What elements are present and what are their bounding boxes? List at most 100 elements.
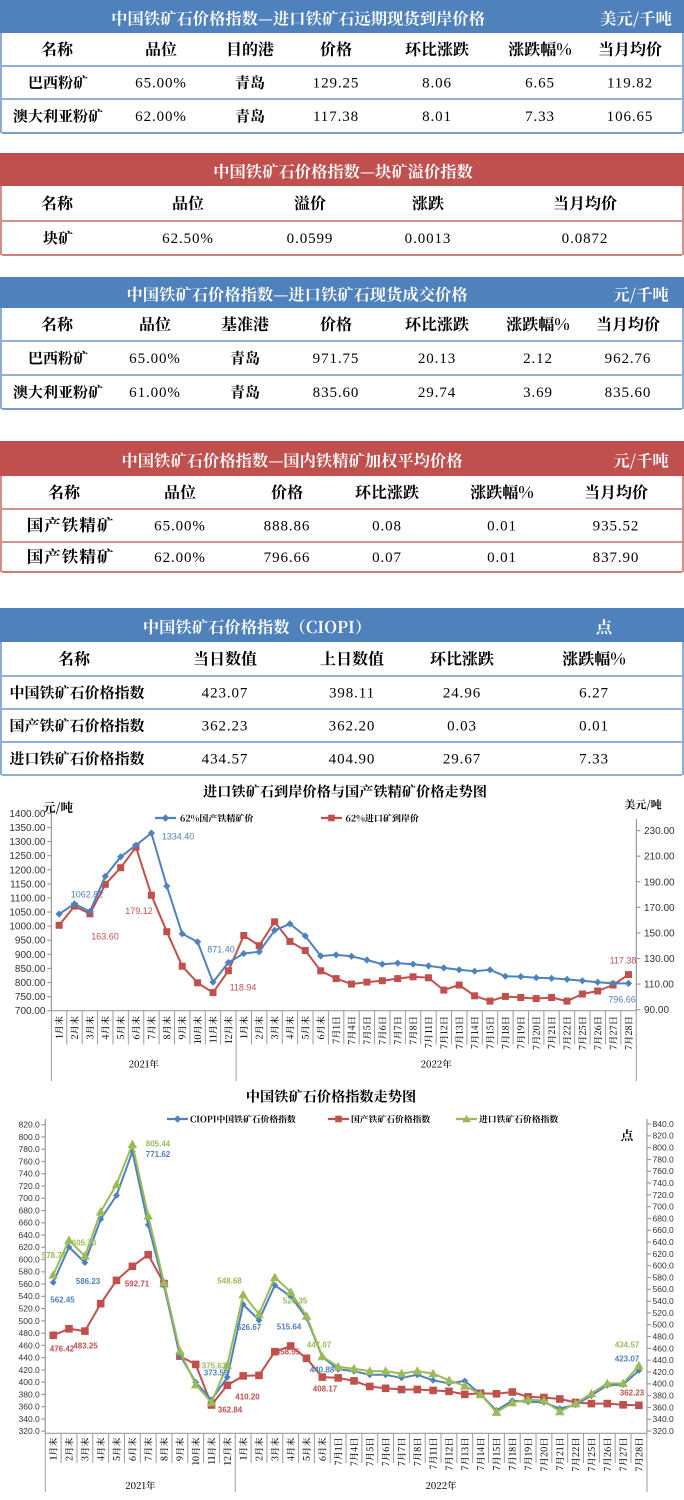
svg-text:760.0: 760.0 xyxy=(19,1156,41,1166)
svg-text:398.11: 398.11 xyxy=(329,686,375,702)
svg-text:62.00%: 62.00% xyxy=(135,109,187,125)
svg-text:600.0: 600.0 xyxy=(19,1254,41,1264)
svg-text:440.88: 440.88 xyxy=(310,1366,335,1375)
svg-text:3.69: 3.69 xyxy=(523,385,553,401)
svg-text:750.00: 750.00 xyxy=(15,992,46,1003)
svg-text:805.44: 805.44 xyxy=(146,1140,171,1149)
svg-text:29.67: 29.67 xyxy=(443,752,481,768)
svg-text:362.20: 362.20 xyxy=(329,719,376,735)
svg-text:380.0: 380.0 xyxy=(653,1391,675,1401)
svg-text:373.59: 373.59 xyxy=(204,1369,229,1378)
svg-text:179.12: 179.12 xyxy=(125,906,153,916)
svg-text:700.0: 700.0 xyxy=(19,1193,41,1203)
svg-text:835.60: 835.60 xyxy=(313,385,360,401)
svg-text:971.75: 971.75 xyxy=(313,351,360,367)
svg-text:8.06: 8.06 xyxy=(422,76,452,92)
svg-text:170.00: 170.00 xyxy=(644,903,675,914)
svg-text:190.00: 190.00 xyxy=(644,877,675,888)
svg-text:62.00%: 62.00% xyxy=(154,550,206,566)
svg-text:800.0: 800.0 xyxy=(653,1143,675,1153)
svg-text:837.90: 837.90 xyxy=(593,550,640,566)
svg-text:447.07: 447.07 xyxy=(307,1341,332,1350)
svg-text:7.33: 7.33 xyxy=(525,109,555,125)
svg-text:458.95: 458.95 xyxy=(276,1348,301,1357)
svg-text:65.00%: 65.00% xyxy=(135,76,187,92)
svg-text:840.0: 840.0 xyxy=(653,1119,675,1129)
svg-text:1200.00: 1200.00 xyxy=(9,865,46,876)
svg-text:110.00: 110.00 xyxy=(644,980,674,991)
svg-text:526.67: 526.67 xyxy=(237,1323,262,1332)
svg-text:6.27: 6.27 xyxy=(579,686,609,702)
svg-text:540.0: 540.0 xyxy=(19,1291,41,1301)
svg-text:871.40: 871.40 xyxy=(207,945,235,955)
svg-text:380.0: 380.0 xyxy=(19,1389,41,1399)
svg-text:962.76: 962.76 xyxy=(605,351,652,367)
svg-text:640.0: 640.0 xyxy=(19,1230,41,1240)
svg-text:935.52: 935.52 xyxy=(593,519,640,535)
svg-text:720.0: 720.0 xyxy=(653,1190,675,1200)
svg-text:1000.00: 1000.00 xyxy=(9,922,46,933)
svg-text:900.00: 900.00 xyxy=(15,950,46,961)
svg-text:560.0: 560.0 xyxy=(653,1284,675,1294)
svg-text:835.60: 835.60 xyxy=(605,385,652,401)
svg-text:580.0: 580.0 xyxy=(19,1267,41,1277)
svg-text:440.0: 440.0 xyxy=(19,1353,41,1363)
svg-text:0.08: 0.08 xyxy=(372,519,402,535)
svg-text:480.0: 480.0 xyxy=(19,1328,41,1338)
svg-text:106.65: 106.65 xyxy=(607,109,654,125)
svg-text:796.66: 796.66 xyxy=(608,995,636,1005)
svg-text:460.0: 460.0 xyxy=(19,1340,41,1350)
svg-text:400.0: 400.0 xyxy=(19,1377,41,1387)
svg-text:362.23: 362.23 xyxy=(620,1389,645,1398)
svg-text:580.0: 580.0 xyxy=(653,1272,675,1282)
svg-text:0.07: 0.07 xyxy=(372,550,402,566)
svg-text:850.00: 850.00 xyxy=(15,964,46,975)
svg-text:820.0: 820.0 xyxy=(19,1120,41,1130)
svg-text:888.86: 888.86 xyxy=(264,519,311,535)
svg-text:800.00: 800.00 xyxy=(15,978,46,989)
svg-text:7.33: 7.33 xyxy=(579,752,609,768)
svg-text:760.0: 760.0 xyxy=(653,1166,675,1176)
svg-text:20.13: 20.13 xyxy=(418,351,456,367)
svg-text:1100.00: 1100.00 xyxy=(10,893,46,904)
svg-text:515.64: 515.64 xyxy=(277,1323,302,1332)
svg-text:24.96: 24.96 xyxy=(443,686,481,702)
svg-text:6.65: 6.65 xyxy=(525,76,555,92)
svg-text:62.50%: 62.50% xyxy=(162,231,214,247)
svg-text:460.0: 460.0 xyxy=(653,1343,675,1353)
svg-text:210.00: 210.00 xyxy=(644,852,675,863)
svg-text:320.0: 320.0 xyxy=(19,1426,41,1436)
svg-text:548.68: 548.68 xyxy=(217,1277,242,1286)
svg-text:117.38: 117.38 xyxy=(313,109,359,125)
svg-text:65.00%: 65.00% xyxy=(129,351,181,367)
svg-text:0.01: 0.01 xyxy=(487,550,517,566)
svg-text:434.57: 434.57 xyxy=(202,752,249,768)
svg-text:520.0: 520.0 xyxy=(653,1308,675,1318)
svg-text:620.0: 620.0 xyxy=(653,1249,675,1259)
svg-text:150.00: 150.00 xyxy=(644,928,675,939)
svg-text:526.35: 526.35 xyxy=(283,1297,308,1306)
svg-text:420.0: 420.0 xyxy=(19,1365,41,1375)
svg-text:540.0: 540.0 xyxy=(653,1296,675,1306)
svg-text:340.0: 340.0 xyxy=(19,1414,41,1424)
svg-text:90.00: 90.00 xyxy=(644,1005,669,1016)
svg-text:586.23: 586.23 xyxy=(76,1277,101,1286)
svg-text:820.0: 820.0 xyxy=(653,1131,675,1141)
svg-text:404.90: 404.90 xyxy=(329,752,376,768)
svg-text:780.0: 780.0 xyxy=(19,1144,41,1154)
svg-text:592.71: 592.71 xyxy=(125,1280,150,1289)
svg-text:700.00: 700.00 xyxy=(15,1006,46,1017)
svg-text:1050.00: 1050.00 xyxy=(9,908,46,919)
svg-text:562.45: 562.45 xyxy=(50,1296,75,1305)
svg-text:65.00%: 65.00% xyxy=(154,519,206,535)
svg-text:0.0599: 0.0599 xyxy=(287,231,334,247)
svg-text:680.0: 680.0 xyxy=(653,1213,675,1223)
svg-text:480.0: 480.0 xyxy=(653,1331,675,1341)
svg-text:796.66: 796.66 xyxy=(264,550,311,566)
svg-text:500.0: 500.0 xyxy=(19,1316,41,1326)
svg-text:1300.00: 1300.00 xyxy=(9,837,46,848)
svg-text:600.0: 600.0 xyxy=(653,1261,675,1271)
svg-text:640.0: 640.0 xyxy=(653,1237,675,1247)
svg-text:360.0: 360.0 xyxy=(653,1402,675,1412)
svg-text:119.82: 119.82 xyxy=(607,76,653,92)
